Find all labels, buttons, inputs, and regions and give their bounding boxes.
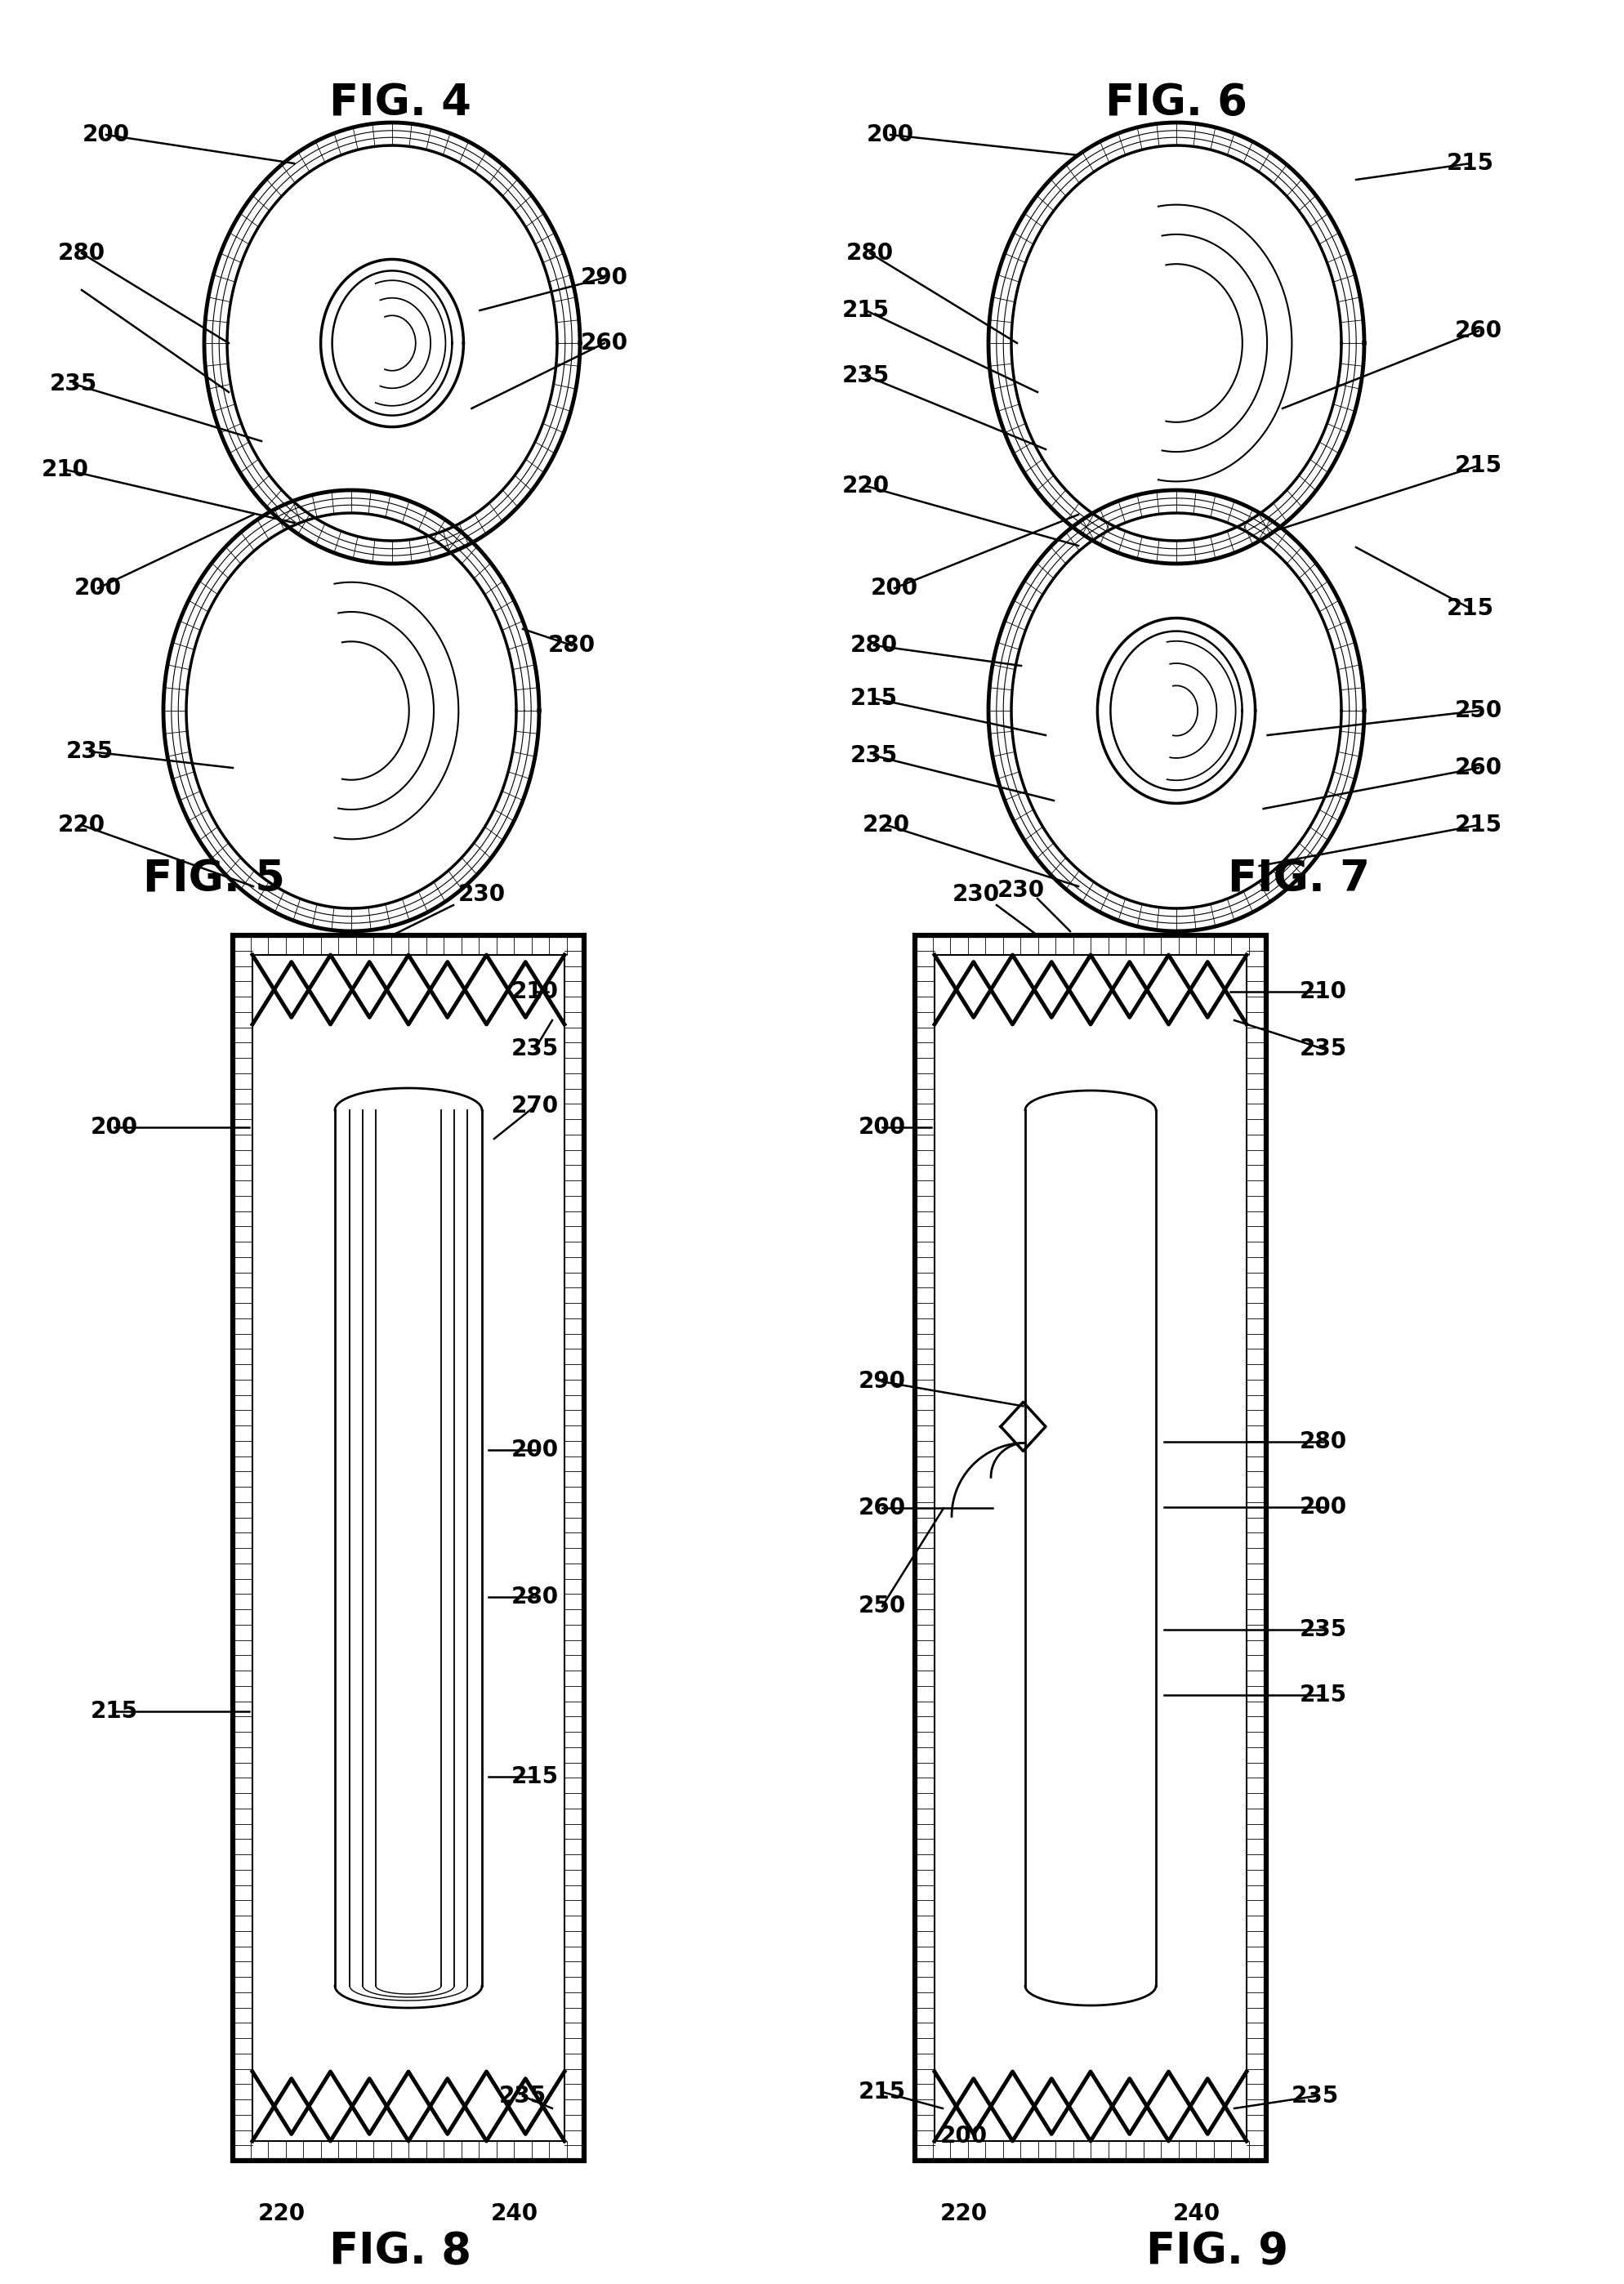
Text: 200: 200 bbox=[870, 578, 918, 601]
Text: 240: 240 bbox=[1173, 2202, 1221, 2225]
Text: 230: 230 bbox=[952, 884, 1000, 907]
Text: 215: 215 bbox=[1299, 1683, 1348, 1706]
Text: 240: 240 bbox=[490, 2202, 539, 2225]
Text: 215: 215 bbox=[1455, 813, 1502, 836]
Text: 235: 235 bbox=[512, 1037, 559, 1060]
Text: 215: 215 bbox=[1447, 596, 1494, 619]
Text: 280: 280 bbox=[512, 1585, 559, 1608]
Text: 235: 235 bbox=[843, 365, 890, 388]
Text: FIG. 9: FIG. 9 bbox=[1147, 2229, 1288, 2273]
Text: 200: 200 bbox=[91, 1117, 138, 1140]
Text: 215: 215 bbox=[843, 299, 890, 322]
Text: 200: 200 bbox=[1299, 1496, 1348, 1519]
Text: FIG. 7: FIG. 7 bbox=[1228, 859, 1371, 900]
Text: 280: 280 bbox=[846, 242, 893, 265]
Bar bbox=[232, 936, 585, 2161]
Text: 250: 250 bbox=[859, 1594, 906, 1617]
Text: 235: 235 bbox=[851, 745, 898, 767]
Text: 200: 200 bbox=[83, 123, 130, 146]
Text: FIG. 4: FIG. 4 bbox=[330, 82, 471, 123]
Text: 280: 280 bbox=[58, 242, 106, 265]
Text: 220: 220 bbox=[843, 475, 890, 498]
Text: 215: 215 bbox=[859, 2081, 906, 2104]
Text: 230: 230 bbox=[458, 884, 505, 907]
Text: 210: 210 bbox=[1299, 980, 1346, 1003]
Text: 200: 200 bbox=[75, 578, 122, 601]
Bar bbox=[914, 936, 1267, 2161]
Text: 250: 250 bbox=[1455, 699, 1502, 722]
Text: 200: 200 bbox=[859, 1117, 906, 1140]
Text: 260: 260 bbox=[859, 1496, 906, 1519]
Text: 215: 215 bbox=[1455, 455, 1502, 477]
Text: 200: 200 bbox=[867, 123, 914, 146]
Text: 270: 270 bbox=[512, 1094, 559, 1117]
Text: 260: 260 bbox=[1455, 320, 1502, 343]
Text: 235: 235 bbox=[67, 740, 114, 763]
Text: 235: 235 bbox=[1299, 1619, 1348, 1642]
Text: 220: 220 bbox=[940, 2202, 987, 2225]
Text: 215: 215 bbox=[512, 1766, 559, 1788]
Bar bbox=[934, 955, 1247, 2140]
Text: 200: 200 bbox=[940, 2124, 987, 2147]
Text: 260: 260 bbox=[581, 331, 628, 354]
Text: 200: 200 bbox=[512, 1439, 559, 1462]
Text: 290: 290 bbox=[581, 267, 628, 290]
Text: 220: 220 bbox=[862, 813, 909, 836]
Text: 220: 220 bbox=[258, 2202, 305, 2225]
Text: 280: 280 bbox=[547, 635, 596, 658]
Text: 280: 280 bbox=[851, 635, 898, 658]
Text: 235: 235 bbox=[499, 2085, 547, 2108]
Text: FIG. 8: FIG. 8 bbox=[330, 2229, 471, 2273]
Text: 210: 210 bbox=[512, 980, 559, 1003]
Text: 290: 290 bbox=[859, 1370, 906, 1393]
Text: 210: 210 bbox=[42, 459, 89, 482]
Text: 215: 215 bbox=[91, 1699, 138, 1722]
Text: 230: 230 bbox=[997, 879, 1044, 902]
Text: 215: 215 bbox=[851, 687, 898, 710]
Text: 280: 280 bbox=[1299, 1430, 1348, 1453]
Text: 235: 235 bbox=[50, 372, 97, 395]
Text: 235: 235 bbox=[1299, 1037, 1348, 1060]
Text: 260: 260 bbox=[1455, 756, 1502, 779]
Text: 215: 215 bbox=[1447, 153, 1494, 176]
Text: 235: 235 bbox=[1291, 2085, 1340, 2108]
Text: FIG. 5: FIG. 5 bbox=[143, 859, 284, 900]
Bar bbox=[252, 955, 565, 2140]
Text: FIG. 6: FIG. 6 bbox=[1106, 82, 1247, 123]
Text: 220: 220 bbox=[58, 813, 106, 836]
